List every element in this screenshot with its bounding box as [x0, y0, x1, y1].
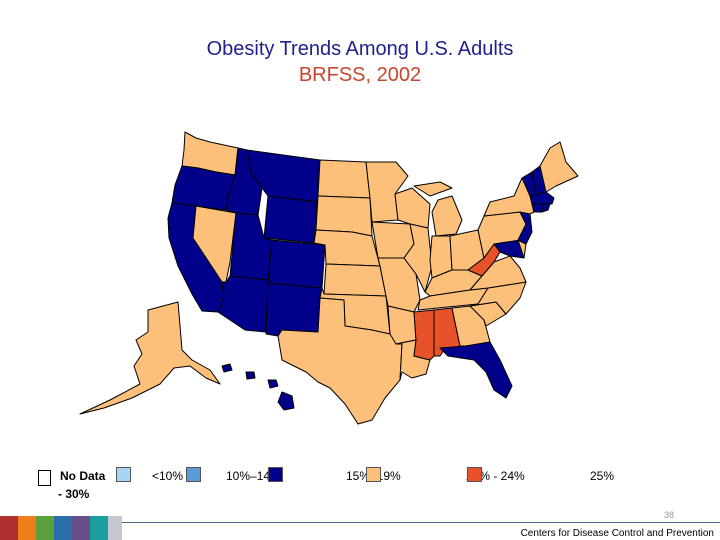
- legend-swatch-25plus: [467, 467, 482, 482]
- legend-swatch-15-19: [268, 467, 283, 482]
- legend-label-no-data-extra: - 30%: [58, 487, 90, 501]
- legend-swatch-10-14: [186, 467, 201, 482]
- state-alaska: [79, 301, 221, 415]
- state-hawaii-island: [277, 391, 295, 411]
- legend-swatch-no-data: [38, 470, 51, 486]
- state-texas: [277, 297, 403, 425]
- state-hawaii-maui: [267, 379, 279, 389]
- footer-credit: Centers for Disease Control and Preventi…: [520, 528, 714, 539]
- strip-block: [72, 516, 90, 540]
- legend-label-lt10: <10%: [152, 469, 184, 483]
- state-hawaii-kauai: [221, 363, 233, 373]
- state-new-mexico: [265, 282, 323, 337]
- strip-block: [54, 516, 72, 540]
- state-michigan: [431, 195, 463, 237]
- map-title: Obesity Trends Among U.S. Adults: [206, 38, 514, 60]
- state-north-dakota: [317, 159, 371, 199]
- state-hawaii-oahu: [245, 371, 256, 380]
- footer-rule: [122, 522, 720, 523]
- strip-block: [18, 516, 36, 540]
- state-wisconsin: [394, 187, 431, 229]
- strip-block: [0, 516, 18, 540]
- state-rhode-island: [541, 203, 551, 213]
- strip-block: [90, 516, 108, 540]
- map-subtitle: BRFSS, 2002: [298, 64, 422, 86]
- strip-block: [108, 516, 122, 540]
- legend-label-10-14: 10%–14%: [226, 469, 281, 483]
- state-florida: [439, 341, 513, 399]
- state-mississippi: [413, 309, 435, 361]
- legend-swatch-lt10: [116, 467, 131, 482]
- strip-block: [36, 516, 54, 540]
- legend-label-no-data: No Data: [60, 469, 106, 483]
- page-number: 38: [664, 510, 675, 520]
- legend-label-25plus: 25%: [590, 469, 615, 483]
- state-massachusetts: [529, 191, 555, 205]
- state-maine: [539, 141, 579, 193]
- state-kansas: [323, 263, 387, 297]
- state-michigan-upper: [413, 181, 453, 197]
- state-illinois: [403, 223, 433, 293]
- footer-color-strip: [0, 516, 122, 540]
- state-colorado: [267, 239, 326, 289]
- state-wyoming: [263, 195, 318, 244]
- legend-swatch-20-24: [366, 467, 381, 482]
- state-arkansas: [387, 305, 417, 345]
- state-arizona: [217, 275, 269, 333]
